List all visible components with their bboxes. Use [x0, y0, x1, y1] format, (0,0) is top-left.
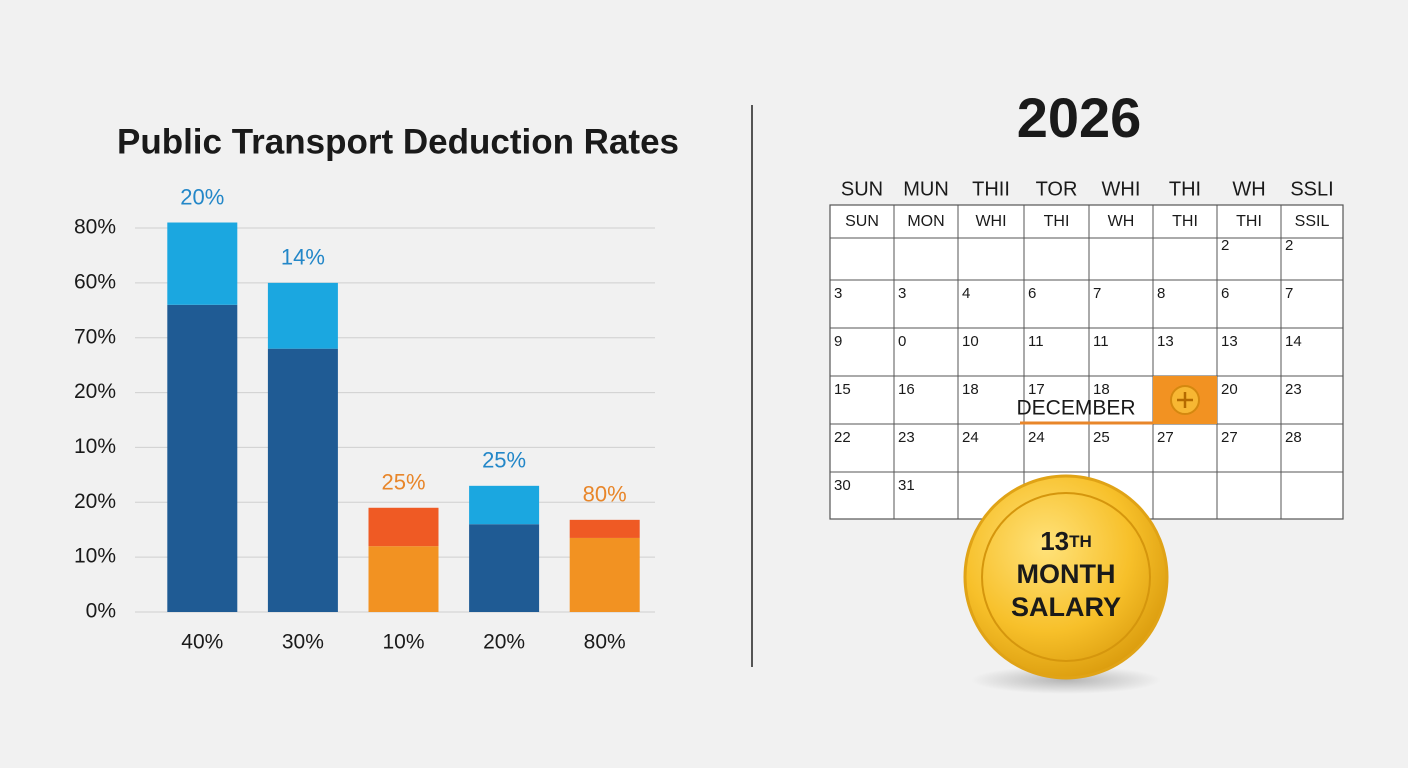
coin-number: 13 — [1040, 526, 1069, 556]
weekday-top: SSLI — [1290, 178, 1333, 200]
day-number: 18 — [1093, 381, 1110, 398]
bar-label: 80% — [583, 482, 627, 507]
bar-segment — [368, 546, 439, 612]
day-number: 3 — [834, 285, 842, 302]
x-tick-label: 40% — [181, 631, 223, 654]
weekday: THI — [1172, 213, 1198, 230]
day-number: 24 — [962, 429, 979, 446]
day-number: 11 — [1028, 333, 1044, 350]
weekday-top: THII — [972, 178, 1010, 200]
day-number: 28 — [1285, 429, 1302, 446]
bar-segment — [167, 304, 238, 612]
y-tick-label: 70% — [74, 325, 116, 348]
day-number: 16 — [898, 381, 915, 398]
y-tick-label: 20% — [74, 490, 116, 513]
weekday: WH — [1108, 213, 1135, 230]
day-number: 23 — [898, 429, 915, 446]
bar-segment — [167, 222, 238, 305]
day-number: 20 — [1221, 381, 1238, 398]
coin-line-1: 13TH — [1040, 526, 1092, 556]
day-number: 31 — [898, 477, 915, 494]
day-number: 10 — [962, 333, 979, 350]
day-number: 7 — [1093, 285, 1101, 302]
bar-label: 20% — [180, 184, 224, 209]
plus-sign — [1177, 392, 1193, 408]
day-number: 17 — [1028, 381, 1045, 398]
day-number: 8 — [1157, 285, 1165, 302]
calendar-frame — [829, 204, 1344, 520]
bar-segment — [569, 537, 640, 612]
x-tick-label: 30% — [282, 631, 324, 654]
bar-segment — [267, 348, 338, 612]
weekday: SSIL — [1295, 213, 1330, 230]
day-number: 23 — [1285, 381, 1302, 398]
y-tick-label: 60% — [74, 270, 116, 293]
bar-label: 14% — [281, 245, 325, 270]
day-number: 22 — [834, 429, 851, 446]
coin — [963, 474, 1169, 680]
bar-segment — [469, 485, 540, 525]
weekday-top: SUN — [841, 178, 883, 200]
day-number: 13 — [1157, 333, 1174, 350]
chart-title: Public Transport Deduction Rates — [117, 122, 679, 161]
weekday: MON — [907, 213, 944, 230]
coin-line-2: MONTH — [1017, 559, 1116, 589]
day-number: 13 — [1221, 333, 1238, 350]
coin-line-3: SALARY — [1011, 592, 1121, 622]
day-number: 2 — [1221, 237, 1229, 254]
weekday-top: MUN — [903, 178, 949, 200]
weekday: THI — [1236, 213, 1262, 230]
y-tick-label: 10% — [74, 435, 116, 458]
bar-segment — [267, 282, 338, 349]
weekday-top: THI — [1169, 178, 1201, 200]
coin-suffix: TH — [1069, 532, 1092, 551]
weekday-top: TOR — [1036, 178, 1078, 200]
day-number: 25 — [1093, 429, 1110, 446]
x-tick-label: 10% — [382, 631, 424, 654]
y-tick-label: 10% — [74, 545, 116, 568]
day-number: 4 — [962, 285, 970, 302]
y-tick-label: 20% — [74, 380, 116, 403]
coin-rim — [981, 492, 1151, 662]
day-number: 9 — [834, 333, 842, 350]
day-number: 6 — [1028, 285, 1036, 302]
calendar-year: 2026 — [1017, 86, 1142, 149]
weekday: WHI — [975, 213, 1006, 230]
bar-label: 25% — [482, 448, 526, 473]
day-number: 14 — [1285, 333, 1302, 350]
day-number: 27 — [1221, 429, 1238, 446]
day-number: 7 — [1285, 285, 1293, 302]
day-number: 18 — [962, 381, 979, 398]
x-tick-label: 80% — [584, 631, 626, 654]
y-tick-label: 0% — [86, 600, 116, 623]
month-label: DECEMBER — [1016, 397, 1135, 420]
day-number: 15 — [834, 381, 851, 398]
bar-segment — [469, 524, 540, 612]
weekday: THI — [1044, 213, 1070, 230]
day-number: 6 — [1221, 285, 1229, 302]
x-tick-label: 20% — [483, 631, 525, 654]
bar-segment — [569, 519, 640, 538]
y-tick-label: 80% — [74, 216, 116, 239]
day-number: 30 — [834, 477, 851, 494]
day-number: 11 — [1093, 333, 1109, 350]
bar-label: 25% — [381, 470, 425, 495]
coin-shadow — [971, 666, 1161, 694]
day-number: 24 — [1028, 429, 1045, 446]
day-number: 2 — [1285, 237, 1293, 254]
bar-segment — [368, 507, 439, 547]
day-number: 3 — [898, 285, 906, 302]
weekday-top: WH — [1232, 178, 1265, 200]
day-number: 27 — [1157, 429, 1174, 446]
weekday-top: WHI — [1102, 178, 1141, 200]
weekday: SUN — [845, 213, 879, 230]
day-number: 0 — [898, 333, 906, 350]
